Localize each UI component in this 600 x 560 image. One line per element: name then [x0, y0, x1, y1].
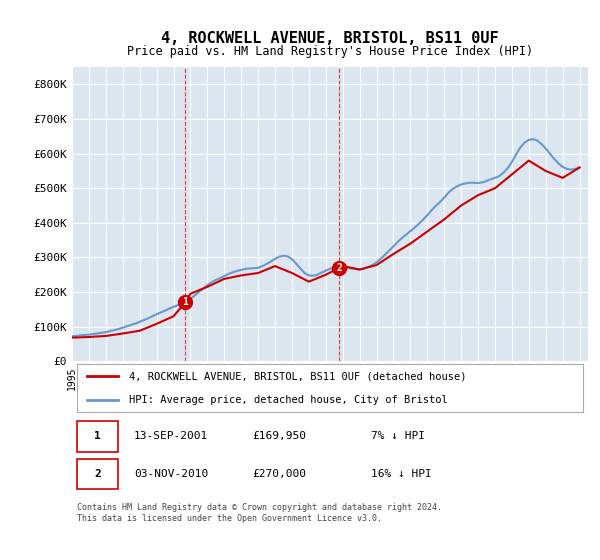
FancyBboxPatch shape	[77, 459, 118, 489]
Text: 1: 1	[182, 297, 188, 307]
Text: Contains HM Land Registry data © Crown copyright and database right 2024.
This d: Contains HM Land Registry data © Crown c…	[77, 503, 442, 523]
Text: 4, ROCKWELL AVENUE, BRISTOL, BS11 0UF (detached house): 4, ROCKWELL AVENUE, BRISTOL, BS11 0UF (d…	[129, 371, 466, 381]
Text: Price paid vs. HM Land Registry's House Price Index (HPI): Price paid vs. HM Land Registry's House …	[127, 45, 533, 58]
FancyBboxPatch shape	[77, 364, 583, 412]
Text: £169,950: £169,950	[253, 431, 307, 441]
FancyBboxPatch shape	[77, 421, 118, 451]
Text: 4, ROCKWELL AVENUE, BRISTOL, BS11 0UF: 4, ROCKWELL AVENUE, BRISTOL, BS11 0UF	[161, 31, 499, 46]
Text: 03-NOV-2010: 03-NOV-2010	[134, 469, 208, 479]
Text: 7% ↓ HPI: 7% ↓ HPI	[371, 431, 425, 441]
Text: 16% ↓ HPI: 16% ↓ HPI	[371, 469, 432, 479]
Text: 13-SEP-2001: 13-SEP-2001	[134, 431, 208, 441]
Text: 1: 1	[94, 431, 101, 441]
Text: HPI: Average price, detached house, City of Bristol: HPI: Average price, detached house, City…	[129, 395, 448, 405]
Text: 2: 2	[94, 469, 101, 479]
Text: 2: 2	[337, 263, 342, 273]
Text: £270,000: £270,000	[253, 469, 307, 479]
